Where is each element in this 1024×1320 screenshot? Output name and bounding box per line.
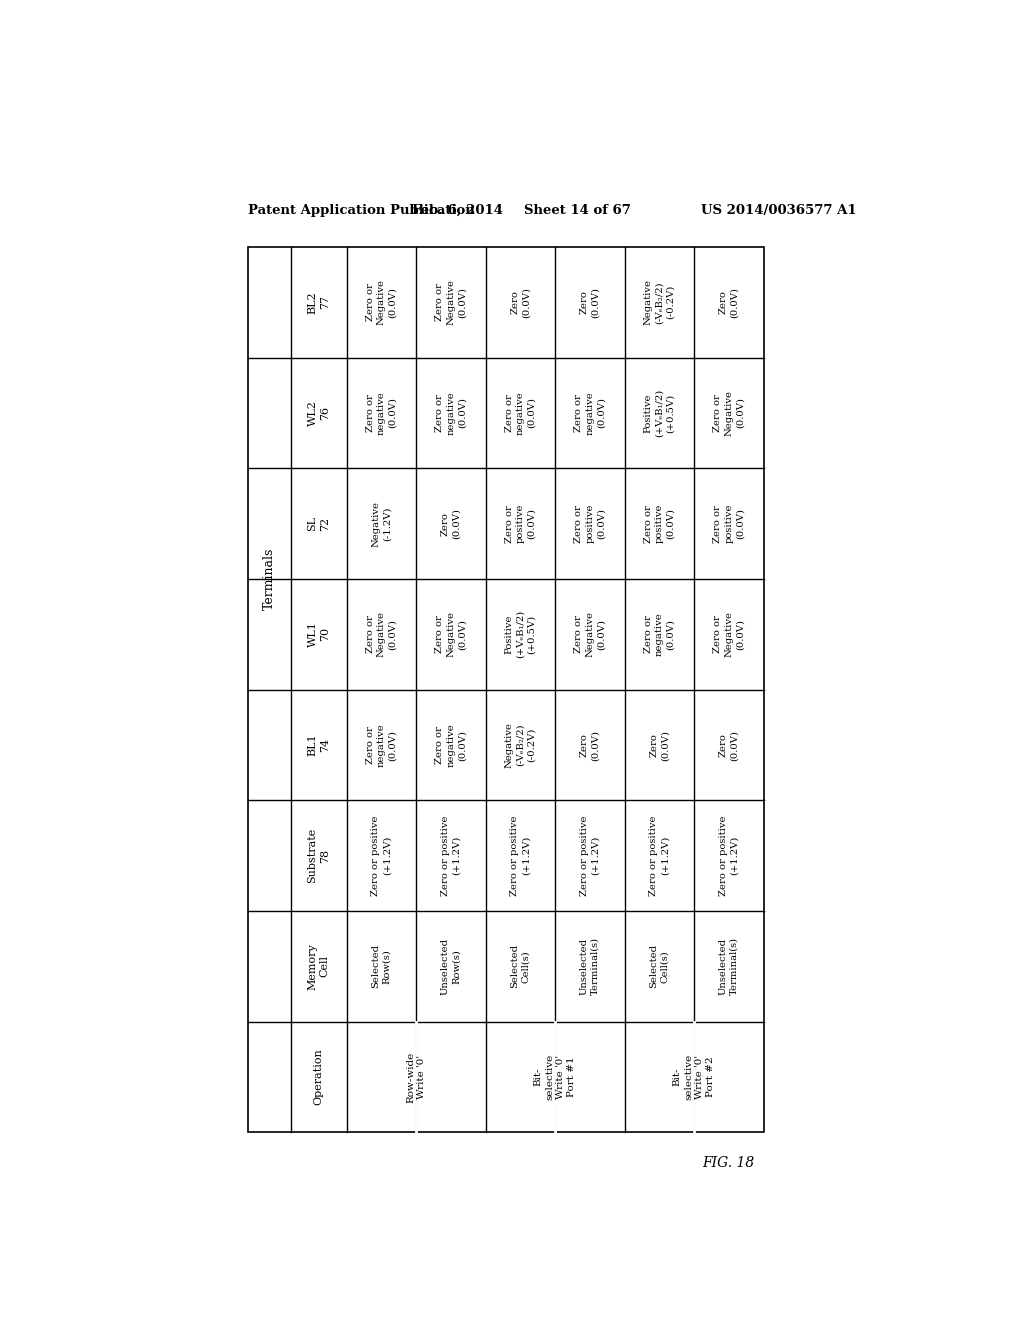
Text: Zero or
Negative
(0.0V): Zero or Negative (0.0V) xyxy=(366,611,397,657)
Text: Zero or
negative
(0.0V): Zero or negative (0.0V) xyxy=(435,723,466,767)
Text: Zero or
negative
(0.0V): Zero or negative (0.0V) xyxy=(505,391,536,434)
Text: Zero or
positive
(0.0V): Zero or positive (0.0V) xyxy=(574,504,605,544)
Text: US 2014/0036577 A1: US 2014/0036577 A1 xyxy=(701,205,857,218)
Text: Zero or
negative
(0.0V): Zero or negative (0.0V) xyxy=(574,391,605,434)
Text: Zero
(0.0V): Zero (0.0V) xyxy=(719,286,738,318)
Text: Zero
(0.0V): Zero (0.0V) xyxy=(440,508,461,539)
Bar xyxy=(248,247,764,1133)
Text: Zero or
Negative
(0.0V): Zero or Negative (0.0V) xyxy=(366,280,397,325)
Text: Zero or positive
(+1.2V): Zero or positive (+1.2V) xyxy=(510,816,530,896)
Text: Zero
(0.0V): Zero (0.0V) xyxy=(719,730,738,760)
Text: Zero or
negative
(0.0V): Zero or negative (0.0V) xyxy=(366,391,397,434)
Text: Zero or
Negative
(0.0V): Zero or Negative (0.0V) xyxy=(435,611,466,657)
Text: Zero or
Negative
(0.0V): Zero or Negative (0.0V) xyxy=(713,389,744,436)
Text: Unselected
Terminal(s): Unselected Terminal(s) xyxy=(719,937,738,995)
Text: Zero
(0.0V): Zero (0.0V) xyxy=(580,286,600,318)
Text: Zero
(0.0V): Zero (0.0V) xyxy=(510,286,530,318)
Text: Bit-
selective
Write '0'
Port #1: Bit- selective Write '0' Port #1 xyxy=(534,1053,577,1101)
Text: Zero or
negative
(0.0V): Zero or negative (0.0V) xyxy=(366,723,397,767)
Text: Positive
(+VₑB₁/2)
(+0.5V): Positive (+VₑB₁/2) (+0.5V) xyxy=(644,389,675,437)
Text: Zero
(0.0V): Zero (0.0V) xyxy=(580,730,600,760)
Text: WL2
76: WL2 76 xyxy=(307,400,330,426)
Text: Zero or
Negative
(0.0V): Zero or Negative (0.0V) xyxy=(713,611,744,657)
Text: Zero or
Negative
(0.0V): Zero or Negative (0.0V) xyxy=(435,280,466,325)
Text: Zero or positive
(+1.2V): Zero or positive (+1.2V) xyxy=(580,816,600,896)
Text: Memory
Cell: Memory Cell xyxy=(307,942,330,990)
Text: Zero or positive
(+1.2V): Zero or positive (+1.2V) xyxy=(649,816,670,896)
Text: Operation: Operation xyxy=(313,1048,324,1105)
Text: Unselected
Terminal(s): Unselected Terminal(s) xyxy=(580,937,600,995)
Text: Unselected
Row(s): Unselected Row(s) xyxy=(440,939,461,995)
Text: Negative
(-VₑB₂/2)
(-0.2V): Negative (-VₑB₂/2) (-0.2V) xyxy=(644,280,675,325)
Text: Zero or
negative
(0.0V): Zero or negative (0.0V) xyxy=(644,612,675,656)
Text: Negative
(-VₑB₂/2)
(-0.2V): Negative (-VₑB₂/2) (-0.2V) xyxy=(505,722,536,768)
Text: Substrate
78: Substrate 78 xyxy=(307,828,330,883)
Text: Terminals: Terminals xyxy=(263,548,275,610)
Text: Zero or
positive
(0.0V): Zero or positive (0.0V) xyxy=(713,504,744,544)
Text: Zero or
Negative
(0.0V): Zero or Negative (0.0V) xyxy=(574,611,605,657)
Text: BL2
77: BL2 77 xyxy=(307,290,330,314)
Text: Zero or
positive
(0.0V): Zero or positive (0.0V) xyxy=(644,504,675,544)
Text: FIG. 18: FIG. 18 xyxy=(702,1156,755,1171)
Text: WL1
70: WL1 70 xyxy=(307,622,330,647)
Text: SL
72: SL 72 xyxy=(307,516,330,531)
Text: Selected
Cell(s): Selected Cell(s) xyxy=(510,944,530,989)
Text: Negative
(-1.2V): Negative (-1.2V) xyxy=(372,500,391,546)
Text: Zero or positive
(+1.2V): Zero or positive (+1.2V) xyxy=(372,816,391,896)
Text: Positive
(+VₑB₁/2)
(+0.5V): Positive (+VₑB₁/2) (+0.5V) xyxy=(505,610,536,659)
Text: Selected
Row(s): Selected Row(s) xyxy=(372,944,391,989)
Text: Zero or positive
(+1.2V): Zero or positive (+1.2V) xyxy=(719,816,738,896)
Text: Selected
Cell(s): Selected Cell(s) xyxy=(649,944,670,989)
Text: Sheet 14 of 67: Sheet 14 of 67 xyxy=(524,205,631,218)
Text: Zero or positive
(+1.2V): Zero or positive (+1.2V) xyxy=(440,816,461,896)
Text: Zero or
negative
(0.0V): Zero or negative (0.0V) xyxy=(435,391,466,434)
Text: BL1
74: BL1 74 xyxy=(307,734,330,756)
Text: Zero or
positive
(0.0V): Zero or positive (0.0V) xyxy=(505,504,536,544)
Text: Zero
(0.0V): Zero (0.0V) xyxy=(649,730,670,760)
Text: Patent Application Publication: Patent Application Publication xyxy=(248,205,475,218)
Text: Bit-
selective
Write '0'
Port #2: Bit- selective Write '0' Port #2 xyxy=(673,1053,715,1101)
Text: Feb. 6, 2014: Feb. 6, 2014 xyxy=(412,205,503,218)
Text: Row-wide
Write '0': Row-wide Write '0' xyxy=(406,1052,426,1102)
